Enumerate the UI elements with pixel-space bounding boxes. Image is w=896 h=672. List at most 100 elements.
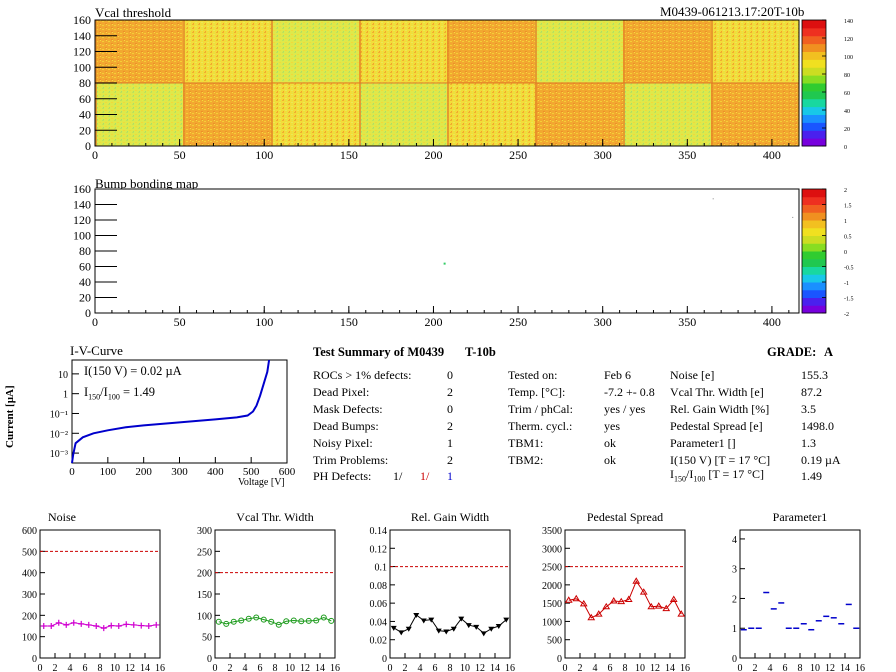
x-tick-label: 100 <box>255 148 273 162</box>
x-tick-label: 250 <box>509 148 527 162</box>
summary-x-tick-label: 16 <box>505 663 515 672</box>
summary-x-tick-label: 10 <box>635 663 645 672</box>
bump-map-title: Bump bonding map <box>95 176 199 191</box>
summary-y-tick-label: 0 <box>557 654 562 665</box>
summary-point <box>669 595 678 602</box>
defect-value: 0 <box>447 368 453 382</box>
color-scale-band <box>802 90 826 100</box>
summary-x-tick-label: 2 <box>53 663 58 672</box>
vcal-map-title: Vcal threshold <box>95 5 172 20</box>
roc-block-edge <box>711 20 713 83</box>
color-scale-band <box>802 282 826 291</box>
test-label: TBM2: <box>508 453 544 467</box>
param-value: 1498.0 <box>801 419 834 433</box>
summary-series-line <box>218 616 332 626</box>
z-tick-label: -0.5 <box>844 266 854 272</box>
roc-block-edge <box>447 83 449 146</box>
summary-point <box>253 614 260 621</box>
summary-point <box>662 604 671 612</box>
summary-y-tick-label: 250 <box>197 547 212 558</box>
iv-y-tick-label: 10⁻² <box>50 429 68 440</box>
summary-plot-frame <box>564 529 686 659</box>
color-scale-band <box>802 43 826 52</box>
iv-xlabel: Voltage [V] <box>238 477 285 488</box>
ratio-value: 1.49 <box>801 469 822 483</box>
param-label: Rel. Gain Width [%] <box>670 402 770 416</box>
summary-x-tick-label: 14 <box>140 663 150 672</box>
summary-x-tick-label: 6 <box>433 663 438 672</box>
test-value: -7.2 +- 0.8 <box>604 385 655 399</box>
test-label: Temp. [°C]: <box>508 385 566 399</box>
z-tick-label: 80 <box>844 73 850 79</box>
y-tick-label: 160 <box>73 13 91 27</box>
summary-point <box>153 621 160 628</box>
roc-block <box>183 20 271 83</box>
iv-annotation-current: I(150 V) = 0.02 µA <box>84 364 182 378</box>
summary-point <box>245 615 252 622</box>
summary-y-tick-label: 300 <box>22 590 37 601</box>
roc-block <box>359 83 447 146</box>
y-tick-label: 80 <box>79 244 91 258</box>
x-tick-label: 0 <box>92 315 98 329</box>
summary-series-line <box>43 622 157 629</box>
summary-point <box>413 613 420 619</box>
y-tick-label: 0 <box>85 306 91 320</box>
param-value: 1.3 <box>801 436 816 450</box>
summary-point <box>85 621 92 628</box>
summary-y-tick-label: 1000 <box>542 617 562 628</box>
roc-block <box>623 20 711 83</box>
summary-x-tick-label: 12 <box>650 663 660 672</box>
iv-x-tick-label: 600 <box>279 466 296 478</box>
summary-x-tick-label: 16 <box>330 663 340 672</box>
y-tick-label: 40 <box>79 275 91 289</box>
test-value: yes / yes <box>604 402 646 416</box>
y-tick-label: 20 <box>79 123 91 137</box>
bump-defect-pixel <box>712 198 714 200</box>
roc-block-edge <box>183 83 185 146</box>
x-tick-label: 400 <box>763 315 781 329</box>
summary-x-tick-label: 0 <box>563 663 568 672</box>
summary-point <box>70 619 77 626</box>
summary-point <box>428 617 435 623</box>
defect-label: Trim Problems: <box>313 453 389 467</box>
summary-point <box>298 618 305 625</box>
bump-map: 0 50 100 150 200 250 300 350 4000204060801001201… <box>73 182 854 329</box>
bump-axes: 0 50 100 150 200 250 300 350 4000204060801001201… <box>73 182 800 329</box>
summary-point <box>632 577 641 584</box>
summary-point <box>609 596 618 604</box>
bump-heatmap <box>95 189 799 313</box>
summary-x-tick-label: 6 <box>258 663 263 672</box>
summary-point <box>579 599 588 607</box>
x-tick-label: 350 <box>678 315 696 329</box>
z-tick-label: -1.5 <box>844 297 854 303</box>
defect-label: Mask Defects: <box>313 402 383 416</box>
iv-annotation-ratio: I150/I100 = 1.49 <box>84 385 155 402</box>
ph-defects-value-3: 1 <box>447 469 453 483</box>
defect-value: 2 <box>447 453 453 467</box>
summary-y-tick-label: 0.02 <box>370 636 388 647</box>
roc-block-edge <box>271 20 273 83</box>
summary-x-tick-label: 8 <box>623 663 628 672</box>
summary-point <box>63 621 70 628</box>
color-scale-band <box>802 130 826 139</box>
defect-value: 2 <box>447 385 453 399</box>
iv-y-tick-label: 10⁻¹ <box>50 409 68 420</box>
color-scale-band <box>802 305 826 314</box>
color-scale-band <box>802 258 826 267</box>
summary-x-tick-label: 4 <box>768 663 773 672</box>
summary-y-tick-label: 2500 <box>542 563 562 574</box>
summary-point <box>328 617 335 624</box>
color-scale-band <box>802 67 826 76</box>
summary-y-tick-label: 0 <box>207 654 212 665</box>
summary-x-tick-label: 14 <box>665 663 675 672</box>
y-tick-label: 80 <box>79 76 91 90</box>
summary-point <box>145 623 152 629</box>
color-scale-band <box>802 75 826 84</box>
summary-plot-title: Pedestal Spread <box>587 510 663 524</box>
summary-x-tick-label: 8 <box>273 663 278 672</box>
summary-x-tick-label: 4 <box>68 663 73 672</box>
iv-x-tick-label: 100 <box>100 466 117 478</box>
y-tick-label: 20 <box>79 291 91 305</box>
summary-y-tick-label: 100 <box>22 633 37 644</box>
z-tick-label: 140 <box>844 19 853 25</box>
